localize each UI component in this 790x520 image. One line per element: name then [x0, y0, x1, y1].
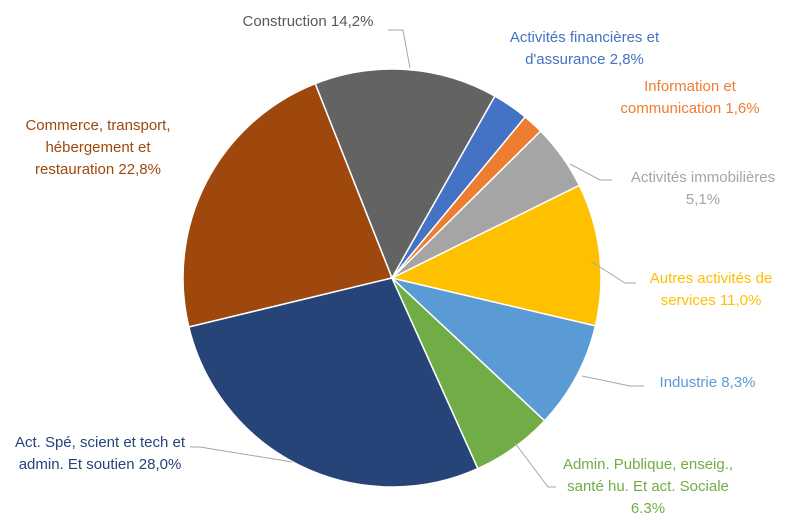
category-name: Activités immobilières — [630, 169, 776, 186]
value-label: 11,0% — [719, 292, 762, 309]
pie-slice — [187, 277, 479, 488]
category-name: Industrie — [659, 374, 718, 391]
category-name: Information et communication — [620, 78, 736, 117]
category-name: Commerce, transport, hébergement et rest… — [25, 117, 171, 178]
category-name: Construction — [242, 13, 327, 30]
pie-slice — [389, 184, 602, 327]
slice-label: Activités immobilières 5,1% — [612, 167, 790, 211]
pie-slice — [182, 82, 394, 328]
category-name: Activités financières et d'assurance — [509, 29, 660, 68]
value-label: 1,6% — [725, 100, 760, 117]
slice-label: Commerce, transport, hébergement et rest… — [8, 115, 188, 181]
value-label: 5,1% — [685, 191, 721, 208]
value-label: 22,8% — [118, 161, 161, 178]
value-label: 6.3% — [630, 500, 666, 517]
value-label: 28,0% — [138, 456, 182, 473]
value-label: 14,2% — [330, 13, 374, 30]
leader-line — [591, 261, 636, 284]
category-name: Admin. Publique, enseig., santé hu. Et a… — [562, 456, 734, 495]
slice-label: Construction 14,2% — [222, 11, 394, 33]
slice-label: Admin. Publique, enseig., santé hu. Et a… — [548, 454, 748, 520]
pie-slice — [314, 68, 496, 280]
leader-line — [569, 163, 612, 181]
slice-label: Activités financières et d'assurance 2,8… — [492, 27, 677, 71]
pie-slice — [391, 95, 527, 279]
leader-lines — [190, 29, 644, 488]
slice-label: Autres activités de services 11,0% — [634, 268, 788, 312]
leader-line — [388, 29, 411, 69]
pie-slice — [389, 276, 597, 422]
leader-line — [514, 442, 556, 488]
category-name: Act. Spé, scient et tech et admin. Et so… — [14, 434, 186, 473]
value-label: 8,3% — [721, 374, 756, 391]
leader-line — [581, 375, 644, 387]
value-label: 2,8% — [609, 51, 644, 68]
slice-label: Information et communication 1,6% — [600, 76, 780, 120]
leader-line — [190, 446, 293, 463]
slice-label: Act. Spé, scient et tech et admin. Et so… — [4, 432, 196, 476]
slice-label: Industrie 8,3% — [640, 372, 775, 394]
category-name: Autres activités de services — [649, 270, 773, 309]
